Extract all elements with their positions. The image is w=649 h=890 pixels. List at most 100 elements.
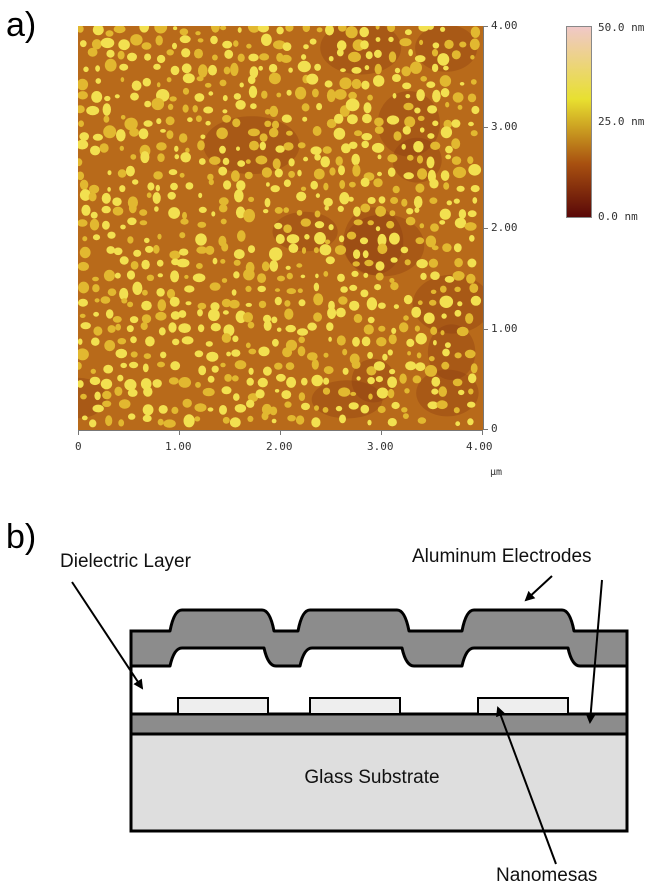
afm-grain xyxy=(328,224,334,231)
afm-grain xyxy=(78,120,84,127)
afm-grain xyxy=(367,197,376,204)
afm-grain xyxy=(168,377,179,385)
afm-grain xyxy=(403,294,413,305)
afm-grain xyxy=(312,126,322,136)
afm-grain xyxy=(114,272,121,279)
afm-grain xyxy=(184,274,189,279)
afm-grain xyxy=(90,211,98,219)
afm-grain xyxy=(416,352,422,359)
afm-grain xyxy=(454,217,467,229)
afm-y-axis: 4.00 3.00 2.00 1.00 0 xyxy=(483,20,543,434)
afm-grain xyxy=(456,185,465,192)
afm-grain xyxy=(297,60,311,73)
afm-grain xyxy=(414,325,420,332)
afm-grain xyxy=(245,302,252,307)
afm-grain xyxy=(277,275,285,282)
afm-grain xyxy=(142,363,149,373)
afm-grain xyxy=(141,259,150,270)
afm-grain xyxy=(106,246,115,254)
afm-grain xyxy=(195,381,201,388)
afm-grain xyxy=(258,65,263,71)
afm-grain xyxy=(326,118,337,129)
afm-grain xyxy=(192,273,206,283)
afm-grain xyxy=(180,218,189,225)
afm-grain xyxy=(90,368,96,374)
afm-grain xyxy=(90,145,101,156)
afm-grain xyxy=(388,334,397,345)
afm-grain xyxy=(218,204,228,213)
afm-grain xyxy=(210,35,218,45)
afm-grain xyxy=(286,288,297,295)
afm-grain xyxy=(78,26,84,33)
afm-dark-patch xyxy=(427,324,476,381)
afm-grain xyxy=(93,326,103,336)
afm-grain xyxy=(100,296,111,304)
afm-grain xyxy=(391,327,397,334)
afm-grain xyxy=(360,404,370,414)
afm-grain xyxy=(405,361,417,371)
afm-grain xyxy=(274,168,283,178)
afm-grain xyxy=(420,272,427,280)
afm-grain xyxy=(231,289,237,296)
afm-grain xyxy=(303,44,309,50)
afm-grain xyxy=(248,196,255,202)
afm-grain xyxy=(322,146,332,154)
afm-grain xyxy=(300,218,311,227)
afm-grain xyxy=(103,269,115,282)
afm-grain xyxy=(283,179,291,187)
afm-grain xyxy=(453,198,460,204)
afm-grain xyxy=(249,140,259,151)
afm-grain xyxy=(426,26,434,30)
afm-grain xyxy=(139,209,148,216)
afm-grain xyxy=(258,300,267,309)
afm-grain xyxy=(119,185,126,193)
afm-grain xyxy=(276,26,284,35)
afm-grain xyxy=(288,158,295,167)
afm-grain xyxy=(145,336,155,347)
afm-grain xyxy=(223,66,231,75)
afm-grain xyxy=(132,281,143,295)
afm-grain xyxy=(345,26,358,39)
afm-grain xyxy=(198,64,208,78)
x-tick-label: 4.00 xyxy=(466,440,493,453)
afm-grain xyxy=(417,417,427,424)
afm-grain xyxy=(336,335,346,346)
afm-grain xyxy=(363,272,369,278)
afm-grain xyxy=(320,156,330,168)
afm-grain xyxy=(401,407,408,413)
afm-grain xyxy=(454,286,461,292)
afm-grain xyxy=(263,209,269,214)
dielectric-leader-arrow xyxy=(71,581,144,690)
afm-grain xyxy=(219,79,227,87)
afm-grain xyxy=(405,216,416,226)
afm-grain xyxy=(125,165,135,177)
afm-grain xyxy=(467,210,477,218)
afm-grain xyxy=(237,53,245,62)
afm-grain xyxy=(117,338,127,345)
afm-grain xyxy=(295,86,307,100)
afm-grain xyxy=(212,54,218,61)
afm-grain xyxy=(141,300,152,311)
afm-grain xyxy=(467,401,476,408)
afm-grain xyxy=(309,38,317,45)
x-tick-label: 2.00 xyxy=(266,440,293,453)
afm-grain xyxy=(426,156,435,169)
afm-grain xyxy=(339,77,352,90)
afm-grain xyxy=(302,26,310,33)
afm-grain xyxy=(192,105,198,113)
afm-grain xyxy=(323,182,329,191)
afm-grain xyxy=(91,39,102,50)
afm-grain xyxy=(198,158,206,165)
afm-grain xyxy=(459,41,467,48)
afm-topography-map xyxy=(78,26,483,430)
device-cross-section: Glass Substrate xyxy=(71,575,629,865)
afm-grain xyxy=(129,361,139,369)
afm-grain xyxy=(457,301,463,307)
afm-grain xyxy=(366,366,377,376)
afm-grain xyxy=(375,26,380,30)
afm-grain xyxy=(334,113,344,124)
afm-grain xyxy=(454,309,462,317)
afm-grain xyxy=(470,295,482,306)
afm-grain xyxy=(296,328,309,336)
afm-grain xyxy=(257,26,269,33)
